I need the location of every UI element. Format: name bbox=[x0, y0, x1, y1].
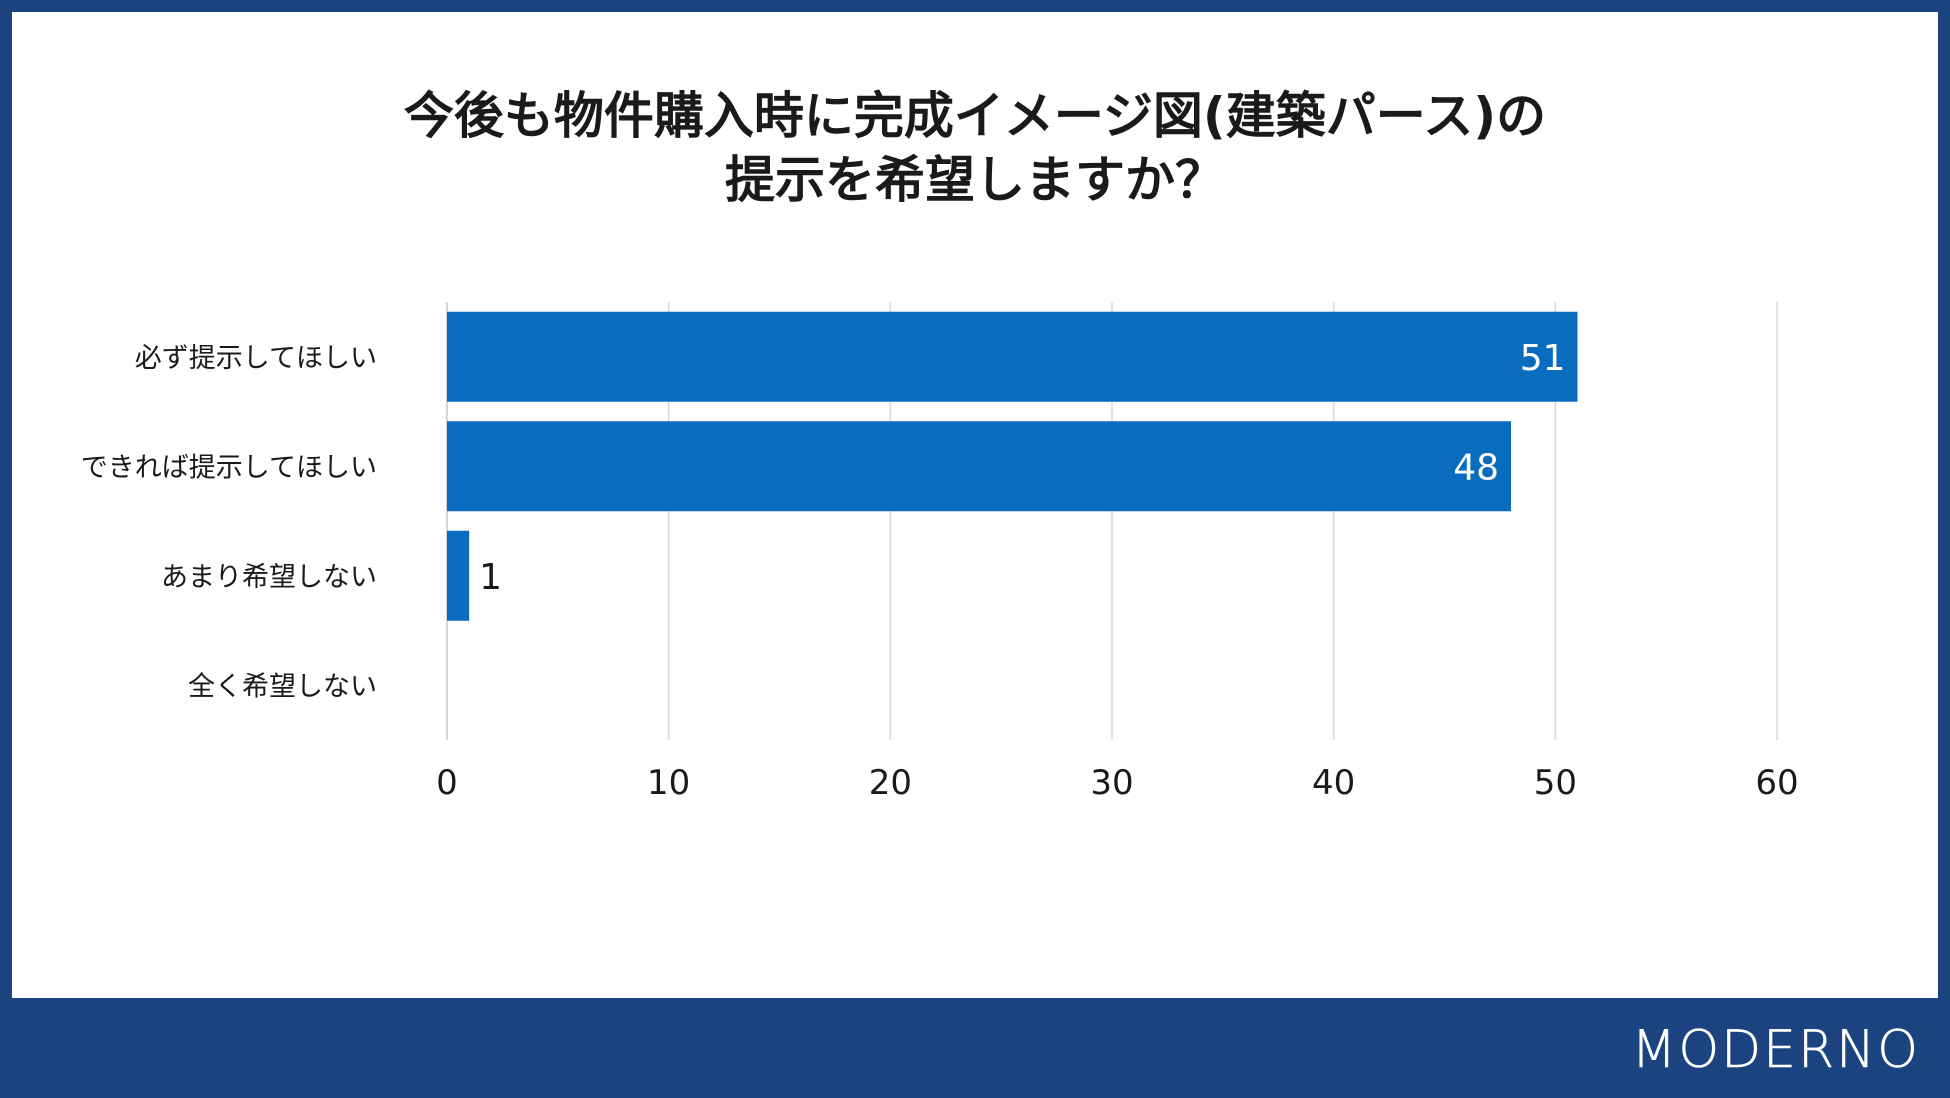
chart-title: 今後も物件購入時に完成イメージ図(建築パース)の 提示を希望しますか？ bbox=[12, 84, 1938, 212]
chart-title-line-1: 今後も物件購入時に完成イメージ図(建築パース)の bbox=[403, 87, 1547, 145]
data-label: 1 bbox=[479, 557, 502, 598]
brand-logo: MODERNO bbox=[1631, 1020, 1920, 1081]
category-label: あまり希望しない bbox=[161, 562, 377, 593]
category-label: 全く希望しない bbox=[188, 671, 377, 702]
chart-title-line-2: 提示を希望しますか？ bbox=[725, 151, 1225, 209]
x-tick-label: 60 bbox=[1755, 763, 1798, 803]
bar bbox=[447, 421, 1511, 512]
data-label: 48 bbox=[1453, 447, 1499, 488]
x-tick-label: 30 bbox=[1090, 763, 1133, 803]
footer-bar: MODERNO bbox=[0, 998, 1950, 1098]
chart-panel: 今後も物件購入時に完成イメージ図(建築パース)の 提示を希望しますか？ 0 10 2… bbox=[12, 12, 1938, 998]
x-tick-label: 20 bbox=[869, 763, 912, 803]
bar bbox=[447, 311, 1578, 402]
category-label: 必ず提示してほしい bbox=[135, 343, 377, 374]
bar-chart: 0 10 20 30 40 50 60 必ず提示してほしい 51 できれば提示してほしい 48 あまり… bbox=[81, 302, 1799, 803]
bar bbox=[447, 530, 470, 621]
category-label: できれば提示してほしい bbox=[81, 452, 377, 483]
x-tick-label: 10 bbox=[647, 763, 690, 803]
x-tick-label: 0 bbox=[436, 763, 458, 803]
data-label: 51 bbox=[1520, 338, 1566, 379]
x-tick-label: 40 bbox=[1312, 763, 1355, 803]
x-tick-label: 50 bbox=[1534, 763, 1577, 803]
